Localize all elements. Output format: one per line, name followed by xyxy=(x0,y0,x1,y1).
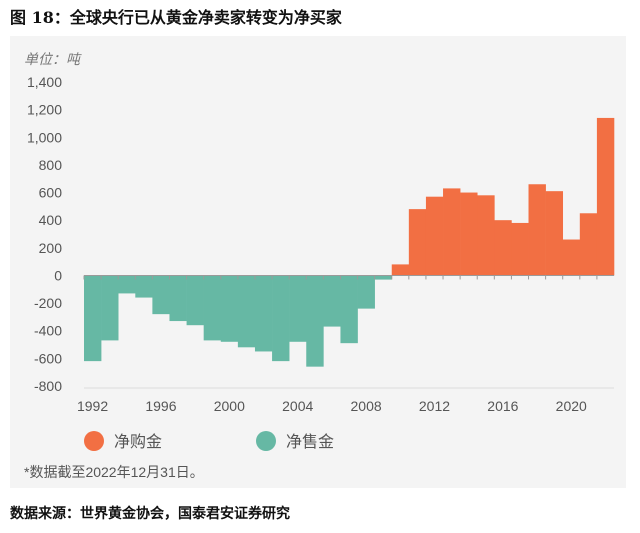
legend-label: 净购金 xyxy=(114,433,162,451)
x-tick-label: 2020 xyxy=(556,398,587,414)
x-tick-label: 2004 xyxy=(282,398,313,414)
y-tick-label: 1,400 xyxy=(27,74,62,90)
bar xyxy=(118,275,136,294)
bar xyxy=(596,117,615,276)
y-tick-label: 400 xyxy=(39,212,63,228)
y-tick-label: 0 xyxy=(54,267,62,283)
bar xyxy=(84,275,102,362)
y-tick-label: 200 xyxy=(39,240,63,256)
legend-marker xyxy=(84,431,104,451)
bar xyxy=(135,275,153,298)
bar xyxy=(220,275,239,342)
bar xyxy=(511,222,529,276)
x-tick-label: 1992 xyxy=(77,398,108,414)
bar xyxy=(323,275,341,327)
chart-panel: 单位：吨 -800 -600 -400 -200 0 200 400 600 800 1,000 1… xyxy=(10,36,626,488)
bar xyxy=(494,220,512,276)
bar xyxy=(169,275,187,322)
data-source: 数据来源：世界黄金协会，国泰君安证券研究 xyxy=(10,506,290,522)
y-tick-label: 800 xyxy=(39,157,63,173)
y-tick-label: 1,000 xyxy=(27,129,62,145)
footnote: *数据截至2022年12月31日。 xyxy=(24,464,204,480)
bar xyxy=(186,275,204,326)
bar xyxy=(152,275,170,315)
bar xyxy=(477,195,495,276)
y-tick-label: -800 xyxy=(34,378,62,394)
legend-marker xyxy=(256,431,276,451)
figure-title: 图 18：全球央行已从黄金净卖家转变为净买家 xyxy=(10,8,342,27)
legend-label: 净售金 xyxy=(286,433,334,451)
bar xyxy=(357,275,375,309)
bar xyxy=(408,209,427,276)
bar xyxy=(203,275,222,341)
y-tick-label: -400 xyxy=(34,323,62,339)
bar xyxy=(306,275,324,367)
bar xyxy=(254,275,273,352)
bar xyxy=(425,196,444,276)
bar-chart: 单位：吨 -800 -600 -400 -200 0 200 400 600 800 1,000 1… xyxy=(24,51,615,480)
bar xyxy=(460,192,478,276)
x-tick-label: 1996 xyxy=(145,398,176,414)
y-tick-label: -600 xyxy=(34,350,62,366)
bar xyxy=(340,275,358,344)
bar xyxy=(545,191,564,276)
bar xyxy=(562,239,581,276)
bar xyxy=(374,275,393,280)
y-tick-label: 600 xyxy=(39,185,63,201)
y-tick-label: 1,200 xyxy=(27,102,62,118)
bar xyxy=(443,188,461,276)
bar xyxy=(579,213,598,276)
x-tick-label: 2008 xyxy=(351,398,382,414)
bar xyxy=(528,184,546,276)
bar xyxy=(391,264,410,276)
y-tick-label: -200 xyxy=(34,295,62,311)
bar xyxy=(272,275,290,362)
unit-label: 单位：吨 xyxy=(24,51,82,67)
bar xyxy=(289,275,307,342)
bar xyxy=(101,275,119,341)
x-tick-label: 2000 xyxy=(214,398,245,414)
bar xyxy=(237,275,256,348)
x-tick-label: 2012 xyxy=(419,398,450,414)
x-tick-label: 2016 xyxy=(487,398,518,414)
